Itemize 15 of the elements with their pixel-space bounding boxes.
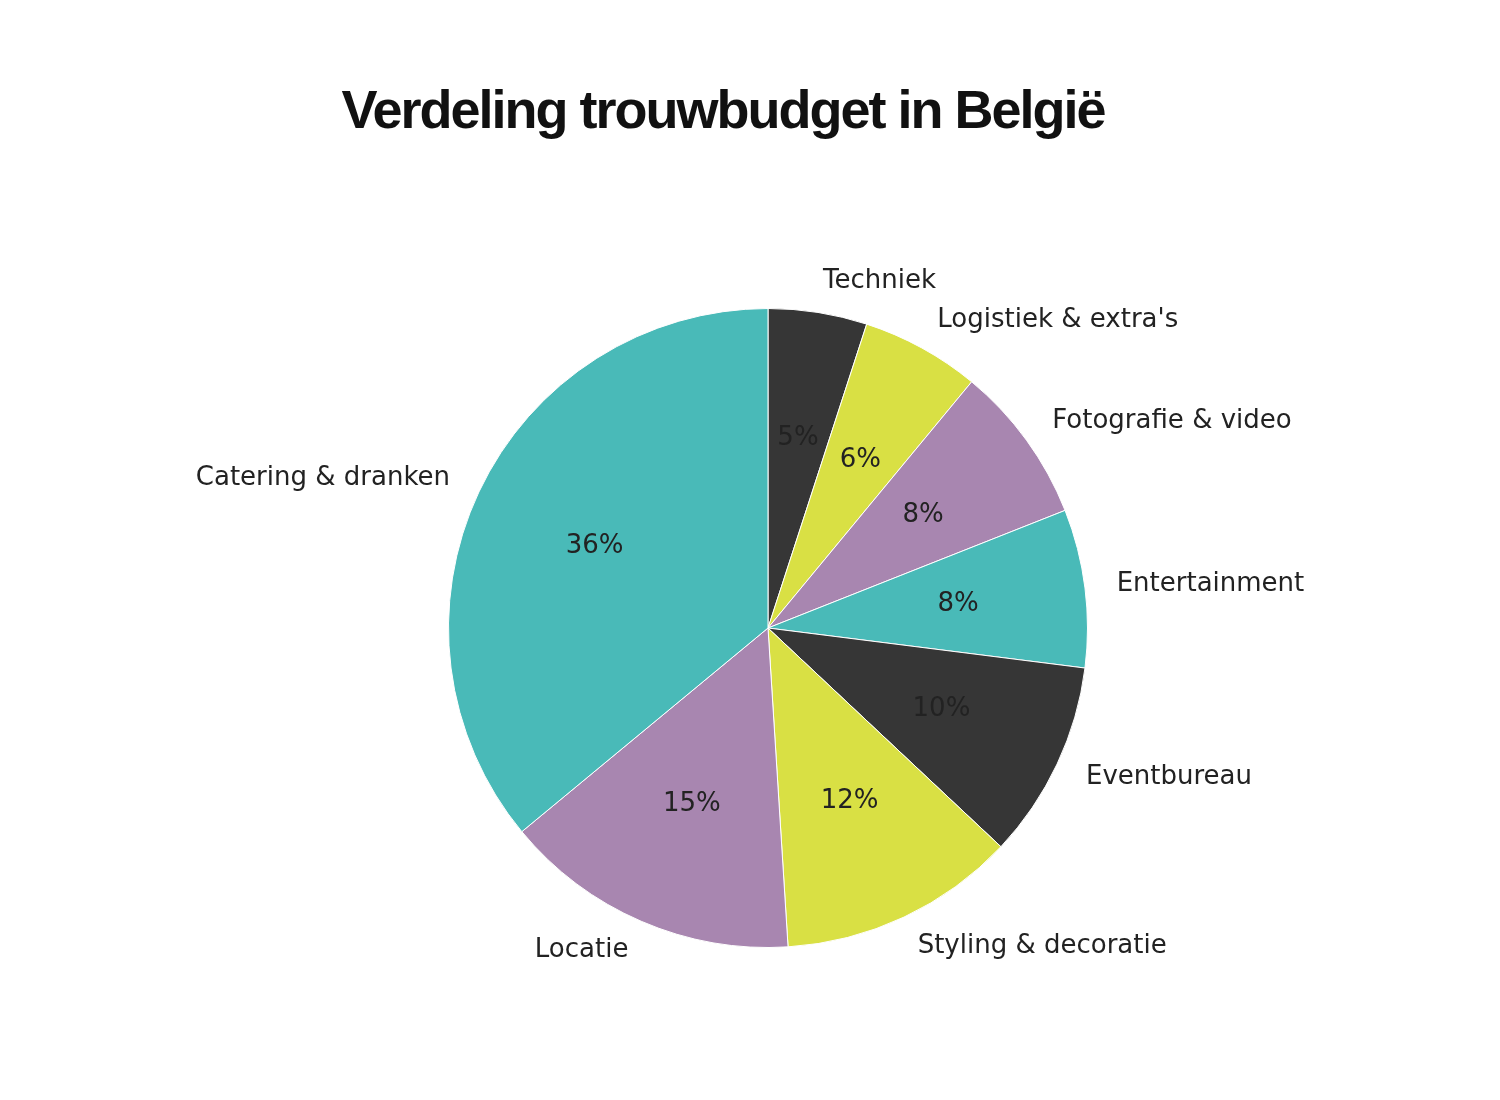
slice-label: Locatie xyxy=(534,933,629,964)
slice-label: Techniek xyxy=(821,263,936,294)
data-label: 15% xyxy=(662,786,721,817)
data-label: 8% xyxy=(937,586,979,617)
slice-label: Eventbureau xyxy=(1086,760,1252,791)
data-label: 12% xyxy=(820,784,879,815)
slice-label: Entertainment xyxy=(1116,566,1305,597)
slice-label: Styling & decoratie xyxy=(917,928,1167,959)
data-label: 8% xyxy=(902,498,944,529)
slice-label: Fotografie & video xyxy=(1052,404,1292,435)
chart-title: Verdeling trouwbudget in België xyxy=(340,78,1106,140)
slice-label: Catering & dranken xyxy=(195,461,450,492)
data-label: 6% xyxy=(839,442,881,473)
slice-label: Logistiek & extra's xyxy=(937,302,1179,333)
data-label: 36% xyxy=(565,529,624,560)
